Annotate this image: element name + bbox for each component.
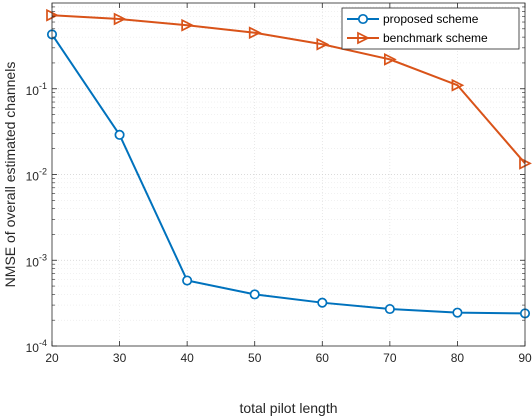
data-point: [317, 297, 328, 308]
y-tick-label: 10-1: [26, 81, 47, 98]
x-tick-label: 50: [248, 351, 262, 365]
legend-label: proposed scheme: [383, 12, 479, 26]
legend-box: [341, 7, 520, 50]
x-tick-label: 30: [113, 351, 127, 365]
x-axis-label: total pilot length: [239, 400, 337, 416]
data-point: [182, 275, 193, 286]
data-point: [384, 303, 395, 315]
data-point: [248, 26, 262, 40]
legend-swatch-marker: [357, 31, 370, 45]
y-axis-label: NMSE of overall estimated channels: [2, 62, 18, 288]
legend-swatch-marker: [357, 13, 369, 25]
grid-lines: [52, 3, 525, 346]
data-point: [181, 18, 195, 32]
y-tick-label: 10-3: [26, 252, 47, 269]
data-point: [249, 289, 260, 300]
data-point: [113, 12, 127, 26]
legend: proposed scheme benchmark scheme: [341, 7, 520, 50]
series-line: [51, 33, 526, 315]
x-tick-label: 90: [518, 351, 532, 365]
x-tick-label: 20: [45, 351, 59, 365]
data-point: [452, 307, 463, 318]
x-tick-label: 80: [451, 351, 465, 365]
data-point: [384, 53, 397, 66]
x-tick-label: 60: [316, 351, 330, 365]
x-tick-label: 70: [383, 351, 397, 365]
axis-ticks: 20 30 40 50 60 70 80 90 10-4 10-3 10-2 10-1: [26, 3, 532, 365]
data-point: [316, 37, 330, 51]
y-tick-label: 10-2: [26, 167, 47, 184]
y-tick-label: 10-4: [26, 338, 47, 355]
data-point: [451, 78, 465, 92]
x-tick-label: 40: [180, 351, 194, 365]
legend-label: benchmark scheme: [383, 31, 488, 45]
series-line: [51, 14, 526, 164]
data-point: [114, 129, 125, 140]
